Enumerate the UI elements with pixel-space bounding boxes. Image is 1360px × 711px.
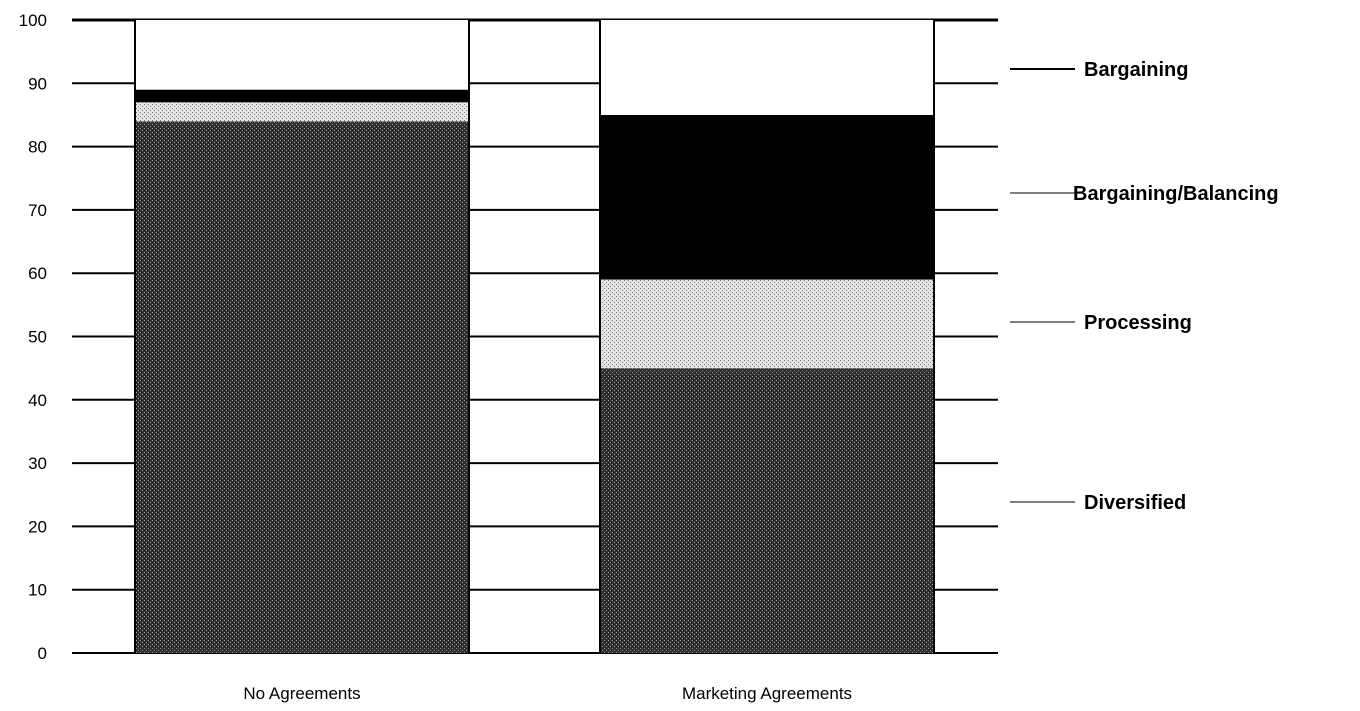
category-label-no-agreements: No Agreements [243,684,360,703]
category-label-marketing-agreements: Marketing Agreements [682,684,852,703]
bars [134,20,935,653]
y-tick-label-10: 10 [28,581,47,600]
y-tick-label-50: 50 [28,328,47,347]
y-axis: 0 10 20 30 40 50 60 70 80 90 100 [19,11,47,663]
y-tick-label-100: 100 [19,11,47,30]
legend: Bargaining Bargaining/Balancing Processing… [1010,59,1279,514]
y-tick-label-60: 60 [28,264,47,283]
y-tick-label-90: 90 [28,74,47,93]
y-tick-label-0: 0 [38,644,47,663]
y-tick-label-30: 30 [28,454,47,473]
legend-label-bargaining: Bargaining [1084,59,1188,81]
y-tick-label-80: 80 [28,138,47,157]
bar-marketing-agreements-bargaining [600,20,934,115]
bar-no-agreements-bargaining-balancing [135,89,469,103]
legend-label-processing: Processing [1084,312,1192,334]
bar-marketing-agreements-diversified [600,368,934,653]
bar-no-agreements-processing [135,102,469,122]
y-tick-label-20: 20 [28,517,47,536]
bar-marketing-agreements-bargaining-balancing [600,114,934,280]
legend-label-diversified: Diversified [1084,492,1186,514]
bar-no-agreements-diversified [135,121,469,653]
y-tick-label-70: 70 [28,201,47,220]
y-tick-label-40: 40 [28,391,47,410]
bar-no-agreements-bargaining [135,20,469,90]
category-labels: No Agreements Marketing Agreements [243,684,852,703]
bar-marketing-agreements-processing [600,279,934,369]
legend-label-bargaining-balancing: Bargaining/Balancing [1073,183,1279,205]
